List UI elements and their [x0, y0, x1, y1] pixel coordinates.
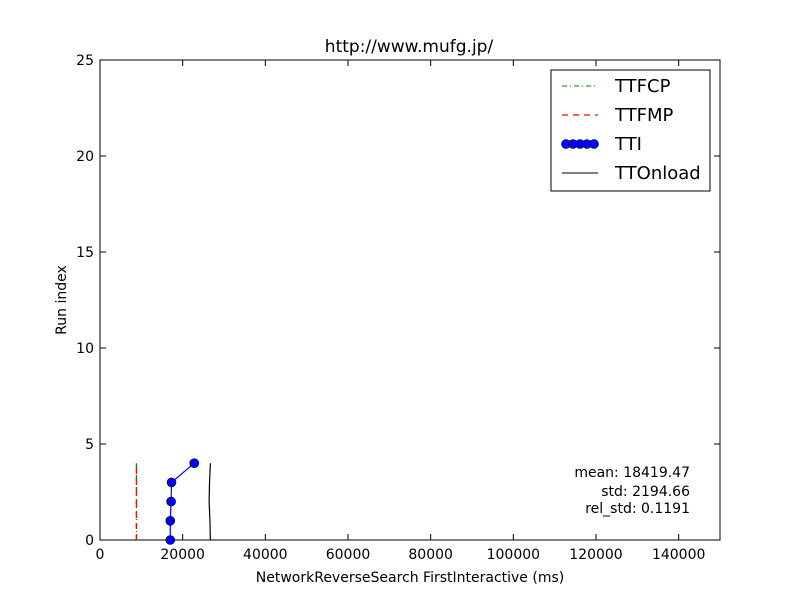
data-point-tti [165, 535, 176, 545]
x-tick-label: 140000 [652, 547, 705, 563]
series-line-ttonload [208, 463, 211, 541]
x-tick-label: 60000 [326, 547, 371, 563]
x-tick-label: 80000 [408, 547, 453, 563]
x-axis: 0 20000 40000 60000 80000 100000 120000 140000 [96, 60, 705, 563]
x-axis-label: NetworkReverseSearch FirstInteractive (m… [256, 570, 564, 586]
x-tick-label: 0 [96, 547, 105, 563]
data-point-tti [166, 477, 177, 488]
data-point-tti [166, 496, 176, 507]
stats-annotation: mean: 18419.47 std: 2194.66 rel_std: 0.1… [574, 465, 690, 517]
data-point-tti [189, 458, 200, 469]
series-layer [135, 458, 211, 545]
legend-label-ttonload: TTOnload [614, 163, 701, 184]
x-tick-label: 100000 [487, 547, 540, 563]
y-tick-label: 5 [85, 437, 94, 453]
legend-label-ttfcp: TTFCP [614, 76, 671, 97]
x-tick-label: 20000 [160, 547, 205, 563]
y-tick-label: 15 [76, 245, 94, 261]
legend-label-tti: TTI [614, 134, 642, 155]
legend-label-ttfmp: TTFMP [614, 105, 674, 126]
y-axis-label: Run index [54, 265, 70, 335]
data-point-tti [165, 515, 176, 526]
y-tick-label: 10 [76, 341, 94, 357]
stat-mean: mean: 18419.47 [574, 465, 690, 481]
legend: TTFCP TTFMP TTI TTOnload [550, 69, 711, 192]
y-tick-label: 25 [76, 53, 94, 69]
x-tick-label: 40000 [243, 547, 288, 563]
stat-rel-std: rel_std: 0.1191 [585, 501, 690, 517]
chart-title: http://www.mufg.jp/ [325, 37, 494, 57]
y-axis: 0 5 10 15 20 25 [76, 53, 720, 549]
y-tick-label: 0 [85, 533, 94, 549]
legend-box [550, 69, 711, 192]
y-tick-label: 20 [76, 149, 94, 165]
x-tick-label: 120000 [569, 547, 622, 563]
stat-std: std: 2194.66 [601, 484, 690, 500]
legend-swatch-tti-marker [589, 139, 599, 149]
